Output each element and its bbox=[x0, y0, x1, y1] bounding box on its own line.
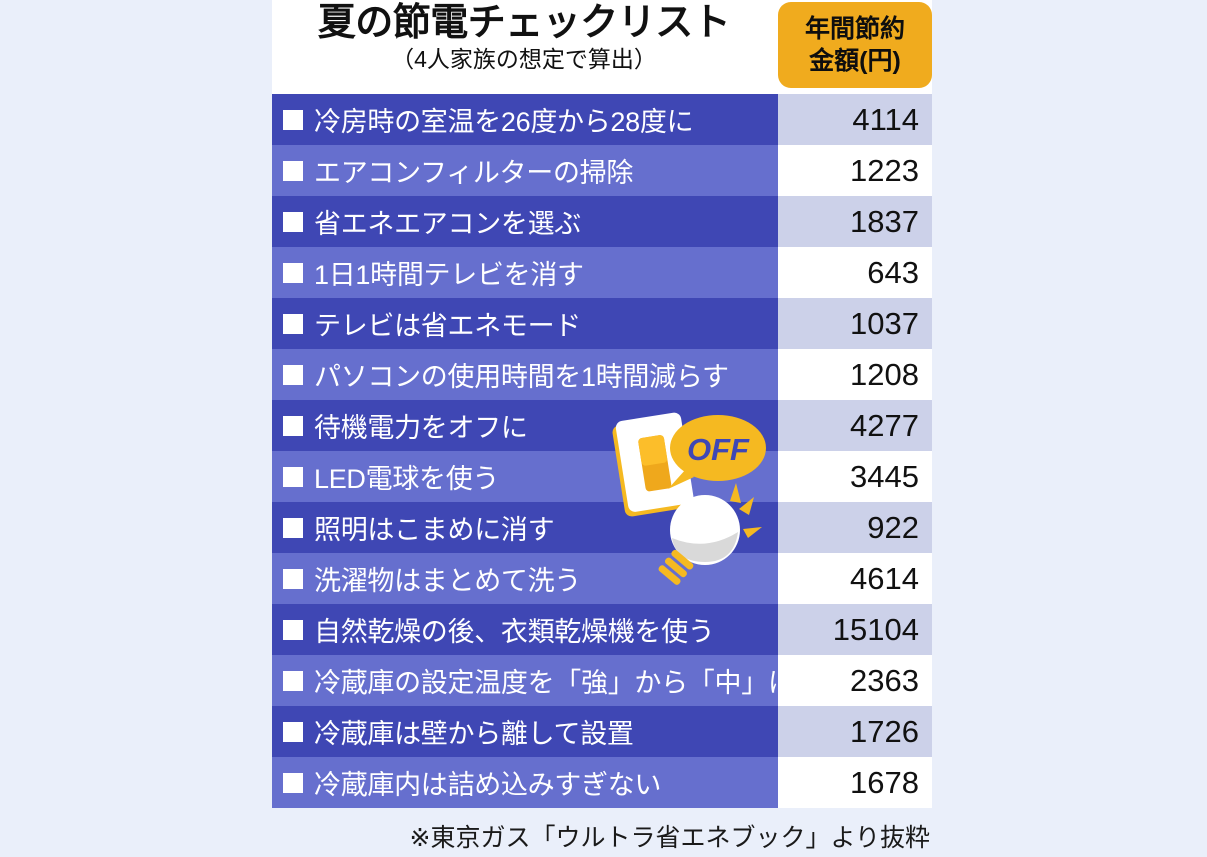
savings-value-cell: 4277 bbox=[778, 400, 932, 451]
savings-value-cell: 1037 bbox=[778, 298, 932, 349]
savings-value-cell: 922 bbox=[778, 502, 932, 553]
checkbox-icon[interactable] bbox=[283, 670, 303, 691]
checklist-item-cell[interactable]: パソコンの使用時間を1時間減らす bbox=[272, 349, 778, 400]
savings-value: 1678 bbox=[850, 764, 919, 800]
savings-value-cell: 1726 bbox=[778, 706, 932, 757]
checklist-item-cell[interactable]: エアコンフィルターの掃除 bbox=[272, 145, 778, 196]
table-row[interactable]: 冷蔵庫は壁から離して設置 1726 bbox=[272, 706, 932, 757]
savings-value: 1223 bbox=[850, 152, 919, 188]
checkbox-icon[interactable] bbox=[283, 517, 303, 538]
savings-value: 1837 bbox=[850, 203, 919, 239]
savings-value: 1726 bbox=[850, 713, 919, 749]
table-row[interactable]: 冷蔵庫の設定温度を「強」から「中」に 2363 bbox=[272, 655, 932, 706]
checkbox-icon[interactable] bbox=[283, 568, 303, 589]
checklist-item-label: 照明はこまめに消す bbox=[314, 515, 555, 545]
checklist-item-cell[interactable]: 照明はこまめに消す bbox=[272, 502, 778, 553]
checklist-table: 冷房時の室温を26度から28度に 4114 エアコンフィルターの掃除 1223 省エネエ… bbox=[272, 94, 932, 808]
savings-value-cell: 1837 bbox=[778, 196, 932, 247]
savings-value: 2363 bbox=[850, 662, 919, 698]
checklist-item-label: 冷蔵庫の設定温度を「強」から「中」に bbox=[314, 668, 795, 698]
checklist-item-label: 待機電力をオフに bbox=[314, 413, 528, 443]
checklist-item-cell[interactable]: テレビは省エネモード bbox=[272, 298, 778, 349]
table-row[interactable]: 洗濯物はまとめて洗う 4614 bbox=[272, 553, 932, 604]
checklist-item-cell[interactable]: 冷蔵庫は壁から離して設置 bbox=[272, 706, 778, 757]
infographic-panel: 夏の節電チェックリスト （4人家族の想定で算出） 年間節約 金額(円) 冷房時の… bbox=[272, 0, 932, 857]
savings-value: 3445 bbox=[850, 458, 919, 494]
table-row[interactable]: 省エネエアコンを選ぶ 1837 bbox=[272, 196, 932, 247]
savings-value: 15104 bbox=[832, 611, 919, 647]
checklist-item-label: 1日1時間テレビを消す bbox=[314, 260, 584, 290]
savings-value: 4277 bbox=[850, 407, 919, 443]
checklist-item-label: 冷蔵庫は壁から離して設置 bbox=[314, 719, 634, 749]
header: 夏の節電チェックリスト （4人家族の想定で算出） 年間節約 金額(円) bbox=[272, 0, 932, 94]
checklist-item-label: 冷蔵庫内は詰め込みすぎない bbox=[314, 770, 662, 800]
savings-value-cell: 2363 bbox=[778, 655, 932, 706]
checklist-item-cell[interactable]: 冷蔵庫の設定温度を「強」から「中」に bbox=[272, 655, 795, 706]
source-footnote: ※東京ガス「ウルトラ省エネブック」より抜粋 bbox=[409, 824, 930, 852]
savings-value: 1037 bbox=[850, 305, 919, 341]
checklist-item-label: エアコンフィルターの掃除 bbox=[314, 158, 634, 188]
table-row[interactable]: 待機電力をオフに 4277 bbox=[272, 400, 932, 451]
table-row[interactable]: 冷蔵庫内は詰め込みすぎない 1678 bbox=[272, 757, 932, 808]
savings-value-cell: 4114 bbox=[778, 94, 932, 145]
savings-value: 4114 bbox=[852, 101, 919, 137]
checkbox-icon[interactable] bbox=[283, 211, 303, 232]
page-title: 夏の節電チェックリスト bbox=[317, 2, 731, 44]
checklist-item-cell[interactable]: 自然乾燥の後、衣類乾燥機を使う bbox=[272, 604, 778, 655]
table-row[interactable]: パソコンの使用時間を1時間減らす 1208 bbox=[272, 349, 932, 400]
checklist-item-label: 自然乾燥の後、衣類乾燥機を使う bbox=[314, 617, 715, 647]
checkbox-icon[interactable] bbox=[283, 160, 303, 181]
table-row[interactable]: 1日1時間テレビを消す 643 bbox=[272, 247, 932, 298]
table-row[interactable]: 自然乾燥の後、衣類乾燥機を使う 15104 bbox=[272, 604, 932, 655]
checklist-item-cell[interactable]: LED電球を使う bbox=[272, 451, 778, 502]
checkbox-icon[interactable] bbox=[283, 109, 303, 130]
checkbox-icon[interactable] bbox=[283, 772, 303, 793]
title-block: 夏の節電チェックリスト （4人家族の想定で算出） bbox=[272, 0, 776, 72]
page-subtitle: （4人家族の想定で算出） bbox=[391, 45, 657, 72]
checklist-item-label: パソコンの使用時間を1時間減らす bbox=[314, 362, 729, 392]
checkbox-icon[interactable] bbox=[283, 415, 303, 436]
badge-label-line1: 年間節約 bbox=[804, 15, 905, 43]
savings-value: 922 bbox=[867, 509, 919, 545]
checklist-item-cell[interactable]: 省エネエアコンを選ぶ bbox=[272, 196, 778, 247]
checkbox-icon[interactable] bbox=[283, 364, 303, 385]
checklist-item-label: 省エネエアコンを選ぶ bbox=[314, 209, 581, 239]
savings-value-cell: 3445 bbox=[778, 451, 932, 502]
checklist-item-cell[interactable]: 冷房時の室温を26度から28度に bbox=[272, 94, 778, 145]
savings-value-cell: 1223 bbox=[778, 145, 932, 196]
checkbox-icon[interactable] bbox=[283, 619, 303, 640]
savings-value: 1208 bbox=[850, 356, 919, 392]
checklist-item-label: 冷房時の室温を26度から28度に bbox=[314, 107, 694, 137]
checkbox-icon[interactable] bbox=[283, 721, 303, 742]
savings-value-cell: 643 bbox=[778, 247, 932, 298]
table-row[interactable]: 冷房時の室温を26度から28度に 4114 bbox=[272, 94, 932, 145]
table-row[interactable]: テレビは省エネモード 1037 bbox=[272, 298, 932, 349]
annual-savings-badge: 年間節約 金額(円) bbox=[778, 2, 932, 88]
savings-value: 4614 bbox=[850, 560, 919, 596]
checklist-item-label: 洗濯物はまとめて洗う bbox=[314, 566, 581, 596]
savings-value-cell: 15104 bbox=[778, 604, 932, 655]
checklist-item-cell[interactable]: 洗濯物はまとめて洗う bbox=[272, 553, 778, 604]
savings-value-cell: 1678 bbox=[778, 757, 932, 808]
checklist-item-cell[interactable]: 1日1時間テレビを消す bbox=[272, 247, 778, 298]
savings-value-cell: 4614 bbox=[778, 553, 932, 604]
checklist-item-label: LED電球を使う bbox=[314, 464, 500, 494]
table-row[interactable]: エアコンフィルターの掃除 1223 bbox=[272, 145, 932, 196]
checklist-item-label: テレビは省エネモード bbox=[314, 311, 581, 341]
checkbox-icon[interactable] bbox=[283, 262, 303, 283]
table-row[interactable]: 照明はこまめに消す 922 bbox=[272, 502, 932, 553]
badge-label-line2: 金額(円) bbox=[809, 47, 901, 75]
table-row[interactable]: LED電球を使う 3445 bbox=[272, 451, 932, 502]
savings-value: 643 bbox=[867, 254, 919, 290]
checkbox-icon[interactable] bbox=[283, 313, 303, 334]
savings-value-cell: 1208 bbox=[778, 349, 932, 400]
checklist-item-cell[interactable]: 待機電力をオフに bbox=[272, 400, 778, 451]
checkbox-icon[interactable] bbox=[283, 466, 303, 487]
checklist-item-cell[interactable]: 冷蔵庫内は詰め込みすぎない bbox=[272, 757, 778, 808]
